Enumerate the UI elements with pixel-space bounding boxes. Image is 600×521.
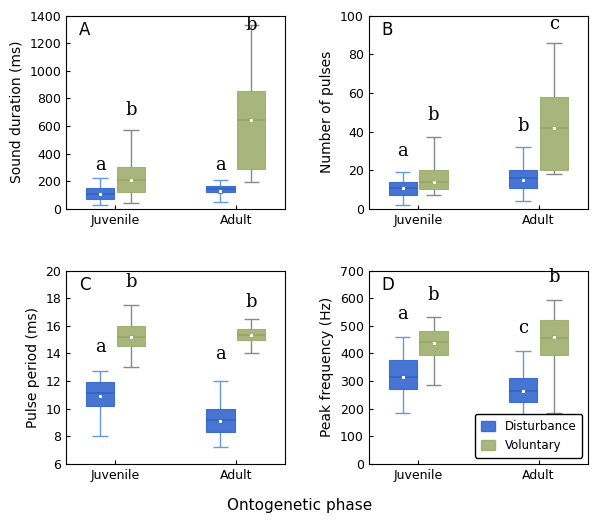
Text: c: c (518, 319, 528, 337)
Bar (117, 167, 145, 192)
Text: c: c (549, 15, 559, 33)
Text: b: b (125, 101, 137, 119)
Text: C: C (79, 276, 91, 294)
Text: b: b (428, 106, 439, 124)
Y-axis label: Sound duration (ms): Sound duration (ms) (10, 41, 24, 183)
Bar (389, 360, 417, 389)
Text: a: a (95, 338, 106, 356)
Bar (540, 97, 568, 170)
Bar (206, 408, 235, 432)
Text: b: b (548, 268, 560, 286)
Text: D: D (382, 276, 395, 294)
Bar (117, 326, 145, 346)
Bar (419, 331, 448, 355)
Bar (540, 320, 568, 355)
Bar (86, 189, 114, 199)
Text: Ontogenetic phase: Ontogenetic phase (227, 498, 373, 513)
Text: A: A (79, 21, 91, 40)
Text: a: a (397, 142, 408, 160)
Text: b: b (125, 273, 137, 291)
Bar (86, 382, 114, 406)
Bar (237, 91, 265, 169)
Bar (509, 378, 537, 402)
Text: b: b (517, 117, 529, 135)
Y-axis label: Pulse period (ms): Pulse period (ms) (26, 307, 40, 428)
Y-axis label: Number of pulses: Number of pulses (320, 51, 334, 173)
Bar (419, 170, 448, 190)
Text: b: b (245, 293, 257, 311)
Bar (389, 182, 417, 195)
Text: B: B (382, 21, 393, 40)
Text: a: a (95, 156, 106, 173)
Text: a: a (397, 305, 408, 323)
Text: a: a (215, 156, 226, 173)
Text: b: b (428, 286, 439, 304)
Text: b: b (245, 16, 257, 33)
Bar (237, 329, 265, 340)
Y-axis label: Peak frequency (Hz): Peak frequency (Hz) (320, 297, 334, 437)
Text: a: a (215, 345, 226, 363)
Bar (509, 170, 537, 188)
Legend: Disturbance, Voluntary: Disturbance, Voluntary (475, 414, 582, 458)
Bar (206, 187, 235, 192)
